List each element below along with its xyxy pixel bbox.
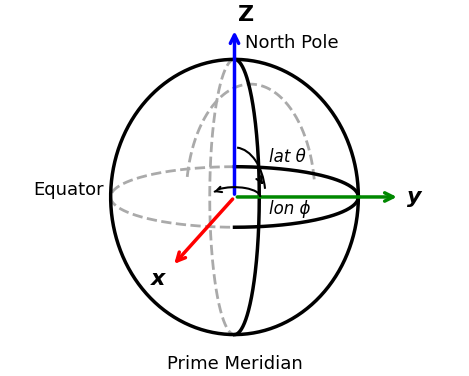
- Text: Z: Z: [238, 5, 254, 25]
- Text: y: y: [407, 187, 421, 207]
- Text: lat θ: lat θ: [269, 148, 306, 166]
- Text: Equator: Equator: [33, 181, 104, 199]
- Text: Prime Meridian: Prime Meridian: [166, 355, 303, 373]
- Text: North Pole: North Pole: [245, 35, 339, 53]
- Text: lon ϕ: lon ϕ: [269, 200, 310, 218]
- Text: x: x: [151, 270, 166, 290]
